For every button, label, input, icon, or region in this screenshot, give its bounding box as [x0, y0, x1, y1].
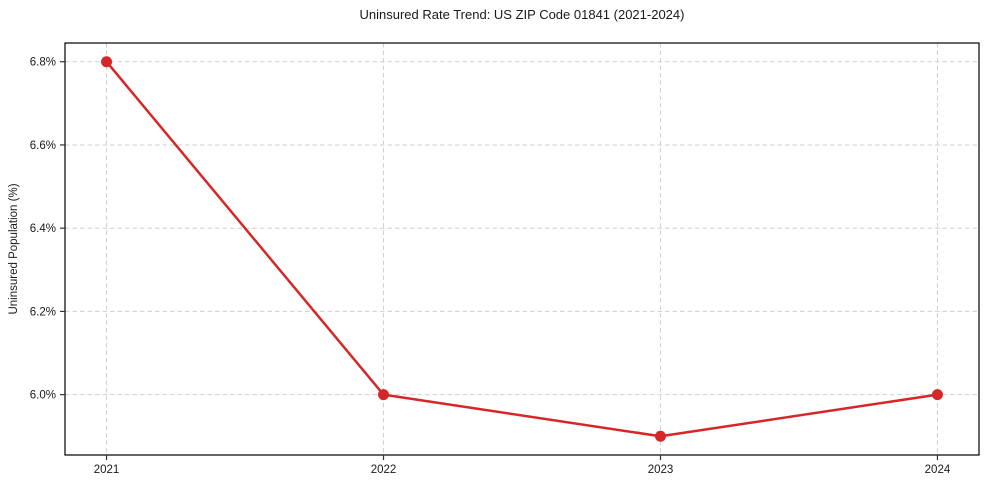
y-tick-label: 6.6%: [30, 140, 56, 152]
x-tick-label: 2023: [648, 464, 674, 476]
trend-line: [105, 60, 939, 438]
y-tick-label: 6.2%: [30, 306, 56, 318]
x-tick-label: 2024: [925, 464, 951, 476]
x-tick-label: 2022: [371, 464, 397, 476]
x-tick-label: 2021: [94, 464, 120, 476]
y-tick-label: 6.8%: [30, 57, 56, 69]
y-tick-label: 6.4%: [30, 223, 56, 235]
y-tick-label: 6.0%: [30, 390, 56, 402]
data-point: [378, 389, 390, 401]
plot-frame: [64, 42, 980, 456]
data-point: [931, 389, 943, 401]
data-point: [654, 430, 666, 442]
data-point: [101, 56, 113, 68]
chart-title: Uninsured Rate Trend: US ZIP Code 01841 …: [359, 7, 685, 22]
